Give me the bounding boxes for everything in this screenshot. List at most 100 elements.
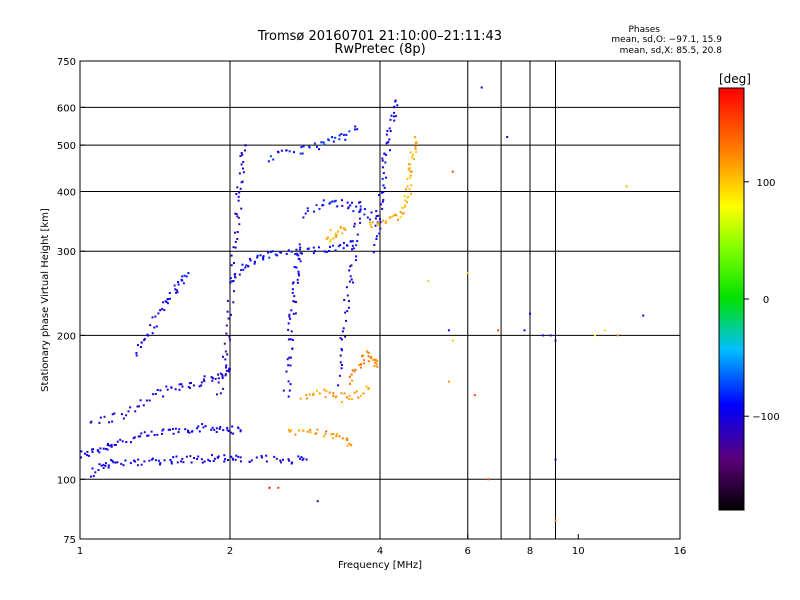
data-point: [135, 354, 138, 357]
data-point: [301, 458, 304, 461]
data-point: [287, 328, 290, 331]
data-point: [111, 420, 114, 423]
data-point: [330, 433, 333, 436]
data-point: [146, 434, 149, 437]
data-point: [265, 460, 268, 463]
data-point: [116, 440, 119, 443]
data-point: [163, 459, 166, 462]
data-point: [367, 360, 370, 363]
data-point: [344, 138, 347, 141]
data-point: [300, 146, 303, 149]
data-point: [233, 262, 235, 264]
data-point: [162, 395, 165, 398]
data-point: [312, 252, 315, 255]
data-point: [376, 222, 379, 225]
data-point: [207, 458, 210, 461]
data-point: [353, 222, 356, 225]
data-point: [223, 342, 226, 345]
data-point: [227, 317, 230, 320]
data-point: [111, 459, 114, 462]
data-point: [554, 458, 557, 461]
data-point: [130, 441, 132, 444]
data-point: [240, 152, 243, 154]
data-point: [363, 359, 366, 362]
data-point: [386, 129, 389, 132]
data-point: [349, 265, 352, 268]
data-point: [341, 364, 343, 366]
data-point: [287, 322, 290, 325]
data-point: [162, 301, 165, 304]
data-point: [385, 176, 387, 179]
data-point: [466, 272, 469, 275]
data-point: [250, 459, 253, 462]
data-point: [352, 247, 355, 250]
data-point: [268, 256, 271, 259]
data-point: [291, 347, 294, 350]
data-point: [347, 306, 350, 309]
data-point: [98, 451, 101, 454]
grid-lines: [80, 61, 680, 539]
data-point: [215, 431, 218, 433]
data-point: [375, 360, 378, 363]
data-point: [185, 275, 188, 278]
data-point: [296, 278, 299, 281]
phases-mean-o: mean, sd,O: −97.1, 15.9: [611, 35, 722, 45]
data-point: [381, 177, 384, 180]
data-point: [480, 86, 483, 89]
data-point: [200, 458, 203, 461]
data-point: [411, 156, 413, 159]
x-tick-label: 10: [572, 546, 585, 557]
data-point: [329, 201, 332, 204]
data-point: [276, 254, 279, 257]
data-point: [134, 460, 137, 463]
data-point: [302, 145, 305, 148]
data-point: [369, 218, 371, 221]
data-point: [405, 188, 408, 191]
data-point: [208, 460, 211, 463]
data-point: [298, 429, 301, 432]
data-point: [377, 224, 380, 227]
data-point: [365, 385, 368, 388]
data-point: [340, 338, 343, 341]
data-point: [196, 427, 199, 430]
data-point: [98, 463, 101, 466]
data-point: [346, 439, 349, 441]
data-point: [337, 384, 340, 387]
data-point: [180, 278, 183, 281]
data-point: [360, 363, 362, 366]
data-point: [325, 251, 328, 254]
data-point: [381, 207, 384, 210]
data-point: [279, 459, 282, 462]
data-point: [408, 188, 411, 191]
data-point: [374, 217, 377, 220]
data-point: [216, 456, 219, 459]
data-point: [188, 382, 191, 385]
data-point: [339, 244, 342, 247]
data-point: [290, 330, 293, 333]
data-point: [244, 266, 247, 269]
data-point: [216, 393, 218, 396]
data-point: [348, 269, 351, 272]
data-point: [358, 201, 360, 204]
data-point: [298, 274, 300, 277]
data-point: [285, 370, 288, 373]
data-point: [299, 252, 302, 255]
data-point: [372, 251, 375, 254]
data-point: [402, 212, 405, 215]
data-point: [334, 249, 337, 252]
data-point: [352, 210, 355, 213]
data-point: [145, 399, 148, 402]
data-point: [342, 133, 345, 136]
data-point: [297, 455, 300, 458]
data-point: [383, 186, 386, 189]
data-point: [328, 250, 330, 252]
data-point: [180, 383, 183, 386]
data-point: [327, 138, 330, 141]
data-point: [223, 460, 226, 463]
data-point: [332, 394, 335, 397]
data-point: [122, 417, 125, 420]
data-point: [102, 463, 105, 466]
data-point: [312, 393, 315, 396]
data-point: [204, 425, 207, 428]
data-point: [403, 206, 406, 209]
